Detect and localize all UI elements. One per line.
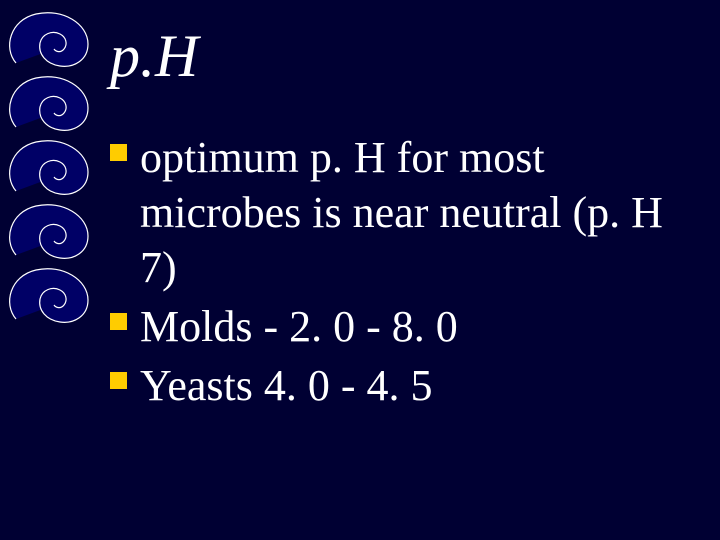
bullet-text: Molds - 2. 0 - 8. 0 bbox=[140, 302, 458, 351]
spiral-shape bbox=[8, 72, 93, 134]
slide-body: optimum p. H for most microbes is near n… bbox=[110, 130, 690, 417]
bullet-square-icon bbox=[110, 313, 127, 330]
bullet-item: Yeasts 4. 0 - 4. 5 bbox=[110, 358, 690, 413]
slide-title: p.H bbox=[110, 22, 198, 91]
spiral-decoration-column bbox=[8, 8, 93, 328]
bullet-text: Yeasts 4. 0 - 4. 5 bbox=[140, 361, 433, 410]
bullet-item: optimum p. H for most microbes is near n… bbox=[110, 130, 690, 295]
spiral-shape bbox=[8, 200, 93, 262]
bullet-square-icon bbox=[110, 372, 127, 389]
bullet-item: Molds - 2. 0 - 8. 0 bbox=[110, 299, 690, 354]
slide: p.H optimum p. H for most microbes is ne… bbox=[0, 0, 720, 540]
spiral-shape bbox=[8, 264, 93, 326]
bullet-square-icon bbox=[110, 144, 127, 161]
spiral-shape bbox=[8, 8, 93, 70]
bullet-text: optimum p. H for most microbes is near n… bbox=[140, 133, 663, 292]
spiral-shape bbox=[8, 136, 93, 198]
